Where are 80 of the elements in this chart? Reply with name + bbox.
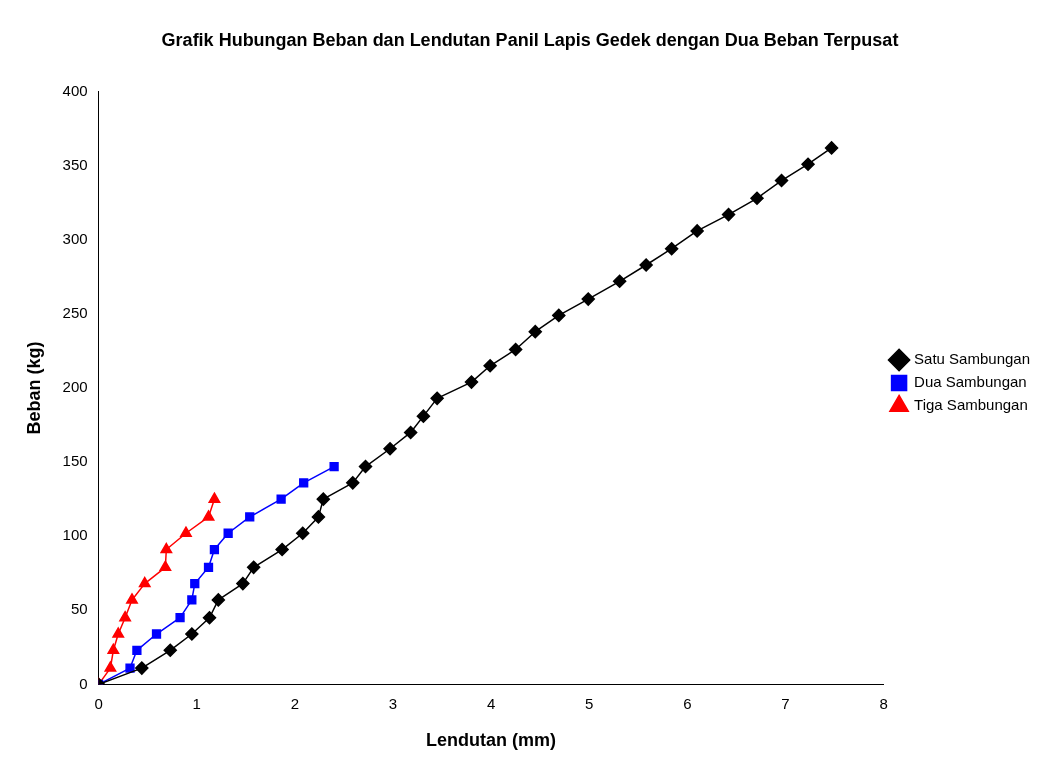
- point: [180, 526, 192, 537]
- point: [160, 542, 173, 554]
- point: [690, 224, 704, 238]
- point: [138, 576, 151, 588]
- point: [159, 560, 172, 572]
- y-tick-label: 300: [62, 229, 88, 247]
- legend-label: Tiga Sambungan: [914, 396, 1028, 414]
- point: [175, 613, 185, 623]
- point: [824, 141, 839, 155]
- point: [750, 191, 764, 206]
- x-tick-label: 6: [683, 694, 692, 712]
- x-axis-title: Lendutan (mm): [426, 730, 557, 751]
- point: [299, 478, 309, 488]
- point: [104, 661, 117, 672]
- point: [135, 661, 149, 675]
- point: [639, 258, 653, 272]
- point: [190, 578, 200, 589]
- point: [403, 425, 418, 440]
- point: [358, 459, 373, 474]
- point: [126, 593, 138, 604]
- legend-label: Satu Sambungan: [914, 350, 1030, 368]
- x-tick-label: 3: [388, 694, 398, 712]
- point: [236, 576, 250, 591]
- point: [383, 442, 397, 456]
- point: [346, 476, 360, 490]
- point: [552, 308, 566, 323]
- y-tick-label: 350: [62, 155, 88, 173]
- point: [119, 610, 132, 622]
- point: [276, 494, 286, 504]
- point: [209, 544, 220, 555]
- point: [132, 645, 142, 655]
- point: [275, 542, 289, 557]
- point: [528, 324, 543, 339]
- point: [316, 492, 331, 506]
- point: [612, 274, 627, 289]
- point: [721, 207, 736, 222]
- point: [774, 173, 789, 188]
- y-axis-title: Beban (kg): [23, 341, 44, 435]
- point: [223, 528, 233, 538]
- point: [664, 241, 679, 256]
- point: [801, 157, 815, 171]
- point: [581, 292, 595, 306]
- point: [430, 391, 444, 406]
- point: [202, 510, 215, 521]
- point: [464, 375, 479, 389]
- legend-label: Dua Sambungan: [914, 373, 1027, 391]
- y-tick-label: 400: [62, 81, 88, 99]
- point: [151, 629, 162, 639]
- point: [203, 562, 214, 572]
- point: [202, 610, 217, 625]
- point: [416, 409, 431, 423]
- point: [483, 359, 497, 373]
- y-tick-label: 200: [62, 378, 88, 396]
- x-tick-label: 7: [781, 694, 790, 712]
- point: [211, 593, 226, 607]
- point: [245, 512, 255, 522]
- y-tick-label: 50: [70, 600, 88, 618]
- point: [187, 595, 197, 605]
- point: [163, 643, 177, 658]
- point: [112, 627, 125, 638]
- point: [107, 643, 120, 655]
- x-tick-label: 8: [879, 694, 888, 712]
- point: [329, 461, 339, 472]
- point: [125, 663, 135, 673]
- x-tick-label: 1: [192, 694, 201, 712]
- point: [208, 492, 221, 503]
- x-tick-label: 2: [290, 694, 300, 712]
- x-tick-label: 4: [486, 694, 496, 712]
- point: [311, 510, 326, 524]
- x-tick-label: 0: [94, 694, 103, 712]
- point: [185, 627, 199, 641]
- y-tick-label: 100: [62, 526, 88, 544]
- x-tick-label: 5: [585, 694, 594, 712]
- point: [295, 526, 310, 540]
- y-tick-label: 150: [62, 452, 88, 470]
- point: [246, 560, 261, 575]
- point: [508, 342, 523, 357]
- y-tick-label: 250: [62, 304, 88, 322]
- chart-title: Grafik Hubungan Beban dan Lendutan Panil Lapis Gedek dengan Dua Beban Terpusat: [161, 29, 899, 50]
- y-tick-label: 0: [79, 674, 88, 692]
